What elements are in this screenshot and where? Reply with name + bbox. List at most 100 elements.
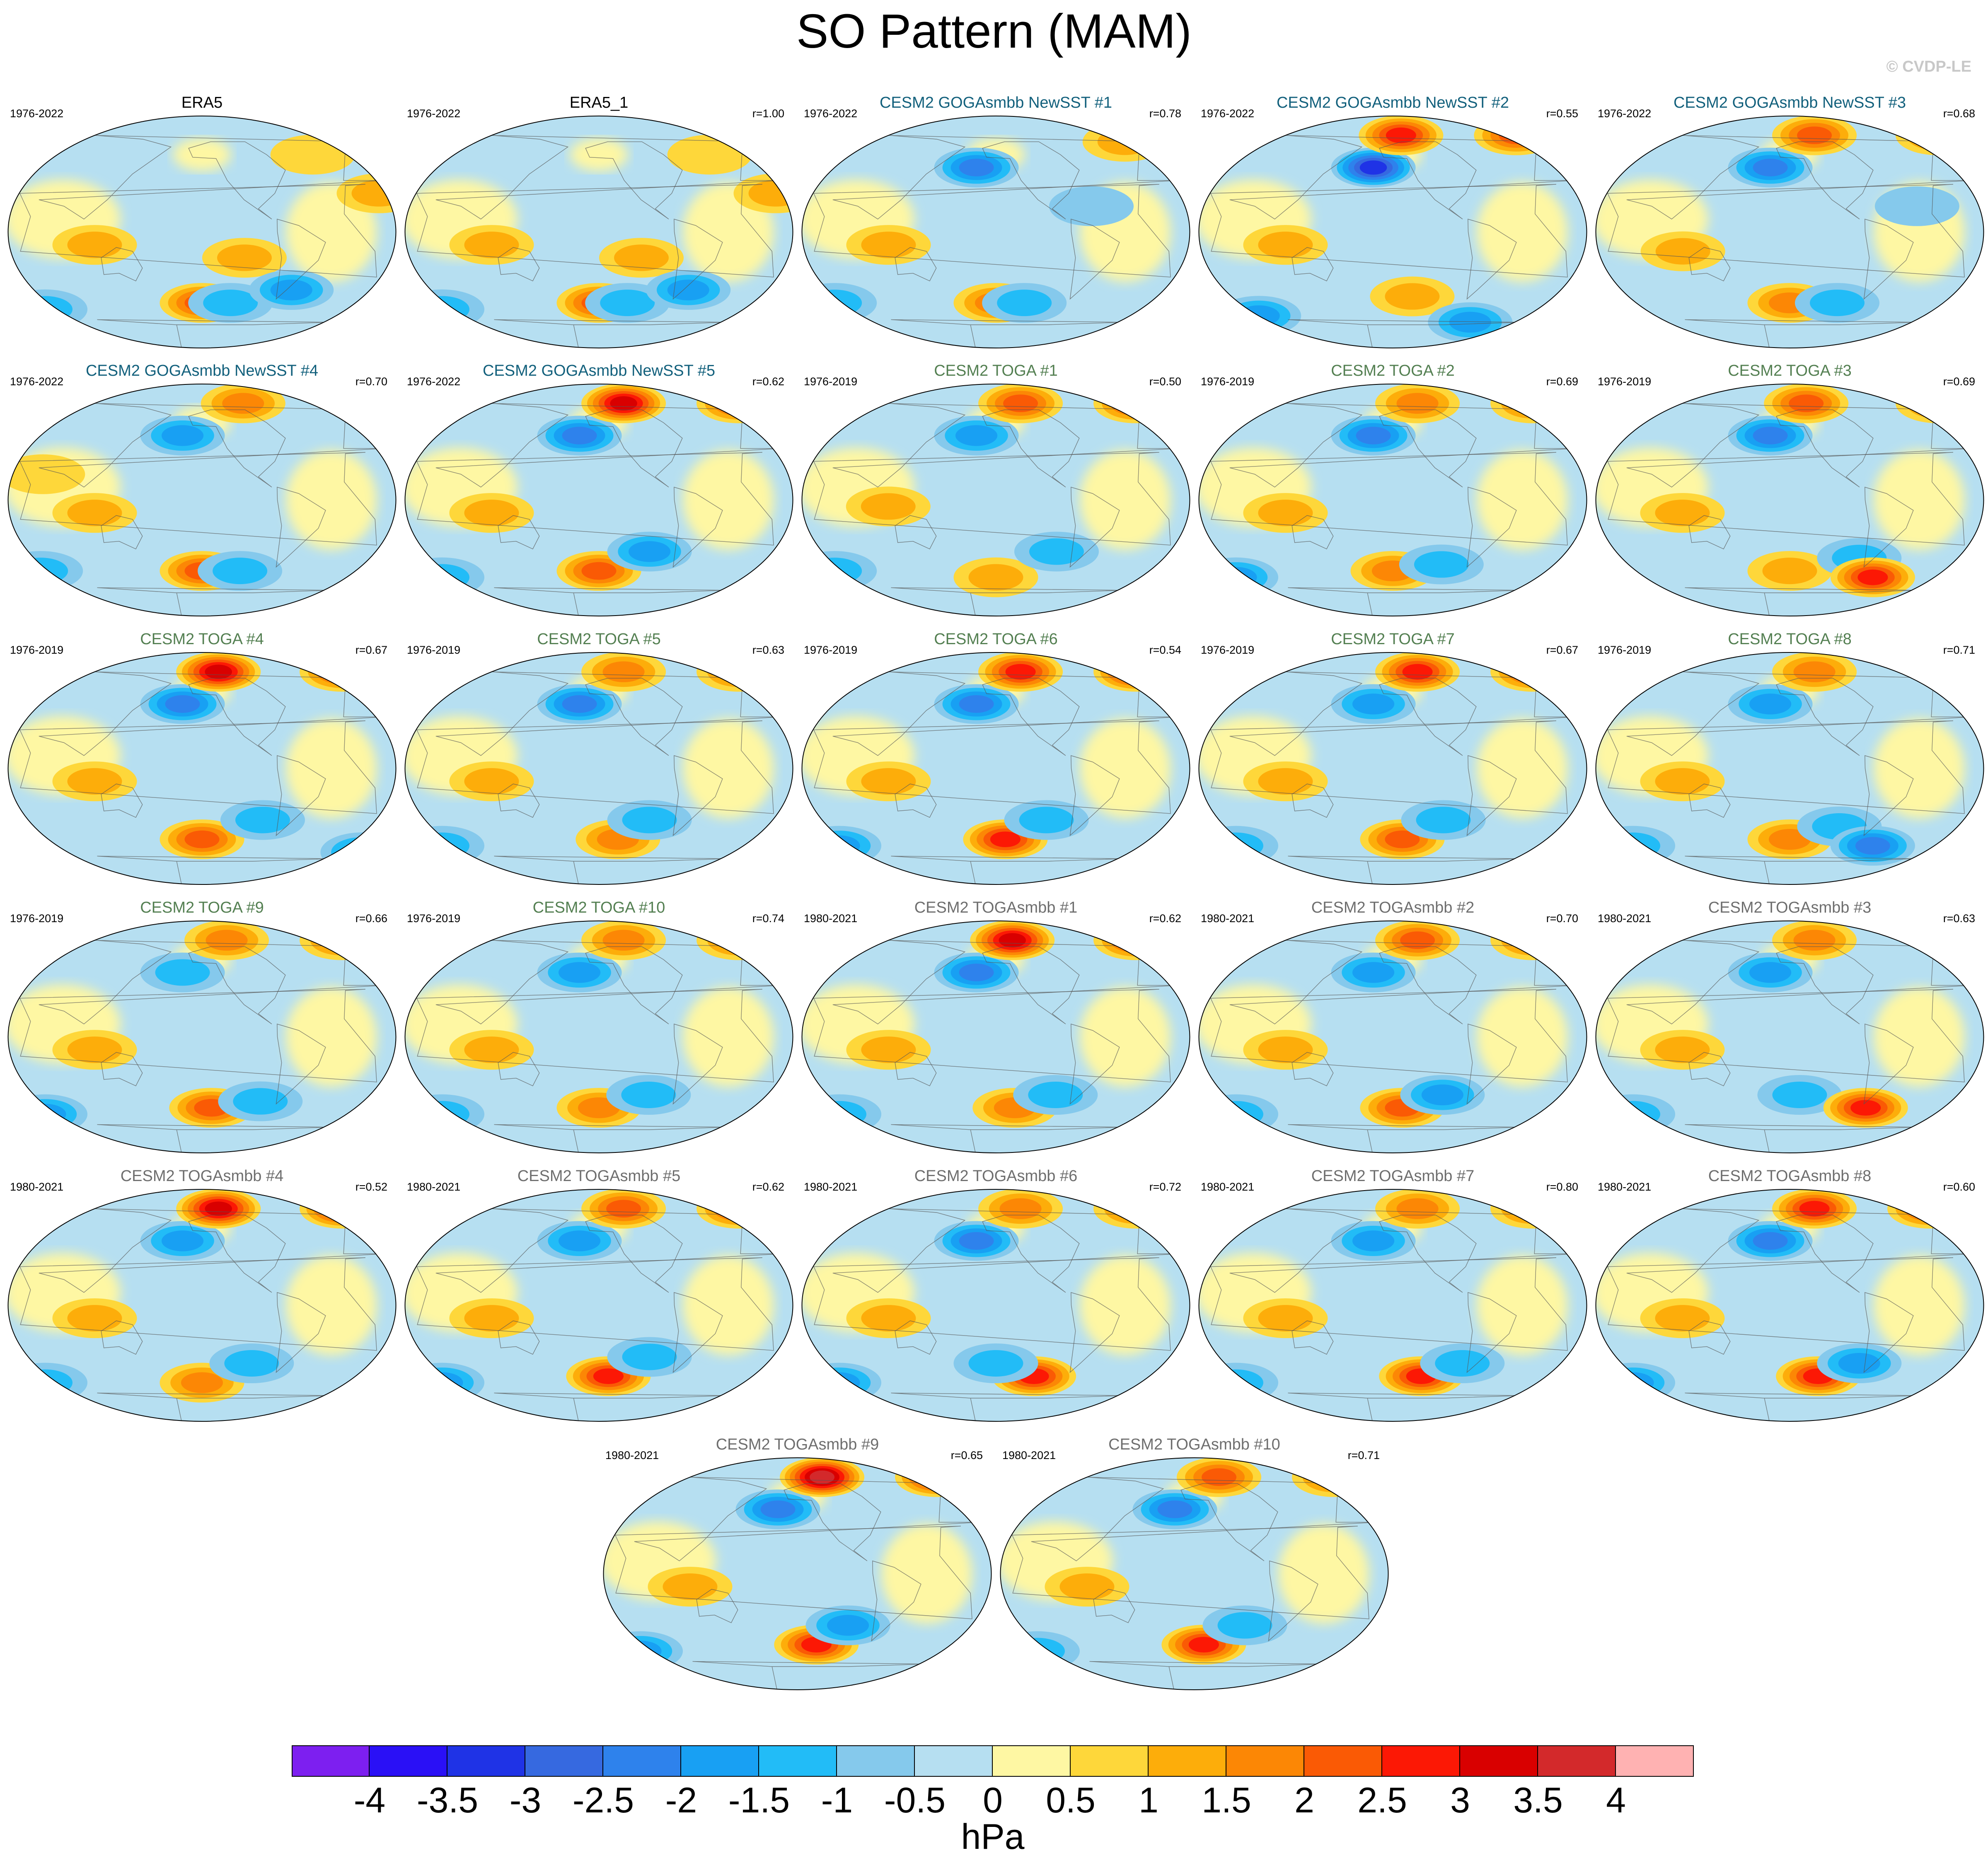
anomaly-contour	[308, 655, 376, 688]
field-band	[285, 450, 377, 550]
coastline	[276, 1292, 326, 1373]
panel-years: 1980-2021	[10, 1181, 64, 1193]
panel-correlation: r=0.72	[1149, 1181, 1181, 1193]
anomaly-contour	[1904, 1196, 1956, 1221]
coastline	[982, 1215, 1080, 1293]
anomaly-contour	[1490, 1189, 1575, 1229]
colorbar-swatch	[759, 1745, 837, 1777]
anomaly-contour	[1100, 655, 1171, 689]
coastline	[614, 1526, 972, 1619]
anomaly-contour	[181, 1372, 223, 1393]
anomaly-contour	[1501, 1193, 1565, 1224]
anomaly-contour	[1490, 921, 1575, 960]
anomaly-contour	[718, 661, 760, 682]
map-globe	[603, 1457, 992, 1690]
map-border	[1595, 920, 1984, 1153]
anomaly-contour	[959, 695, 994, 713]
anomaly-contour	[955, 425, 998, 446]
anomaly-contour	[1396, 1198, 1439, 1219]
coastline	[1379, 141, 1477, 220]
anomaly-contour	[310, 925, 374, 956]
map-border	[1198, 652, 1587, 885]
map-panel: CESM2 TOGA #6 1976-2019 r=0.54	[798, 630, 1194, 891]
panel-title: CESM2 TOGAsmbb #2	[1311, 899, 1475, 916]
anomaly-contour	[718, 930, 760, 951]
coastline	[97, 587, 331, 616]
coastline	[813, 989, 1171, 1082]
anomaly-contour	[464, 768, 519, 795]
map-border	[7, 116, 397, 348]
anomaly-contour	[1352, 1230, 1395, 1251]
coastline	[1863, 1023, 1914, 1105]
anomaly-contour	[1402, 664, 1433, 680]
anomaly-contour	[8, 289, 87, 329]
anomaly-contour	[1416, 807, 1471, 833]
anomaly-contour	[1385, 830, 1420, 848]
field-band	[1476, 719, 1568, 818]
anomaly-contour	[1120, 664, 1151, 680]
anomaly-contour	[807, 290, 862, 316]
map-border	[603, 1457, 992, 1690]
field-band	[1278, 1524, 1369, 1623]
coastline	[982, 946, 1080, 1024]
colorbar-swatch	[1304, 1745, 1382, 1777]
map-globe	[1198, 920, 1587, 1153]
map-globe	[801, 1189, 1190, 1422]
panel-correlation: r=0.70	[355, 375, 387, 388]
anomaly-contour	[13, 558, 68, 585]
panel-years: 1976-2022	[407, 375, 461, 388]
colorbar-tick-label: -3.5	[416, 1780, 479, 1820]
colorbar-swatch	[525, 1745, 603, 1777]
anomaly-contour	[1414, 551, 1469, 578]
anomaly-contour	[1499, 126, 1534, 144]
coastline	[1776, 678, 1874, 756]
map-globe	[1595, 384, 1984, 616]
coastline	[1863, 218, 1914, 300]
coastline	[672, 486, 723, 568]
coastline	[813, 184, 1171, 278]
colorbar-frame	[292, 1745, 1694, 1777]
anomaly-contour	[760, 1500, 796, 1518]
anomaly-contour	[861, 493, 916, 520]
anomaly-contour	[1202, 1468, 1237, 1486]
panel-years: 1980-2021	[1002, 1449, 1056, 1462]
colorbar-tick-label: 4	[1606, 1780, 1626, 1820]
panel-correlation: r=0.78	[1149, 107, 1181, 120]
anomaly-contour	[713, 391, 765, 416]
anomaly-contour	[721, 1200, 757, 1218]
map-globe	[1198, 384, 1587, 616]
anomaly-contour	[464, 500, 519, 527]
field-band	[1873, 450, 1965, 550]
anomaly-contour	[67, 1036, 122, 1063]
map-globe	[7, 384, 397, 616]
panel-title: CESM2 TOGA #8	[1728, 631, 1852, 648]
map-panel: CESM2 TOGAsmbb #8 1980-2021 r=0.60	[1592, 1167, 1988, 1428]
coastline	[19, 1257, 377, 1351]
anomaly-contour	[1490, 384, 1575, 423]
anomaly-contour	[67, 500, 122, 527]
anomaly-contour	[1258, 1036, 1313, 1063]
coastline	[101, 1320, 143, 1355]
panel-years: 1976-2019	[1201, 644, 1255, 656]
map-globe	[801, 652, 1190, 885]
map-panel: CESM2 GOGAsmbb NewSST #5 1976-2022 r=0.62	[401, 361, 797, 622]
coastline	[1379, 946, 1477, 1024]
map-border	[1198, 384, 1587, 616]
map-border	[7, 652, 397, 885]
coastline	[1069, 486, 1120, 568]
anomaly-contour	[1215, 567, 1257, 588]
anomaly-contour	[621, 1082, 676, 1108]
anomaly-contour	[1753, 159, 1788, 176]
anomaly-contour	[1753, 1232, 1788, 1250]
panel-correlation: r=0.50	[1149, 375, 1181, 388]
panel-years: 1976-2019	[407, 644, 461, 656]
coastline	[891, 855, 1125, 884]
panel-correlation: r=0.66	[355, 912, 387, 925]
field-band	[682, 987, 774, 1087]
panel-years: 1976-2022	[10, 375, 64, 388]
coastline	[188, 141, 286, 220]
coastline	[1863, 755, 1914, 836]
panel-correlation: r=0.65	[950, 1449, 983, 1462]
coastline	[276, 486, 326, 568]
field-band	[682, 1256, 774, 1355]
